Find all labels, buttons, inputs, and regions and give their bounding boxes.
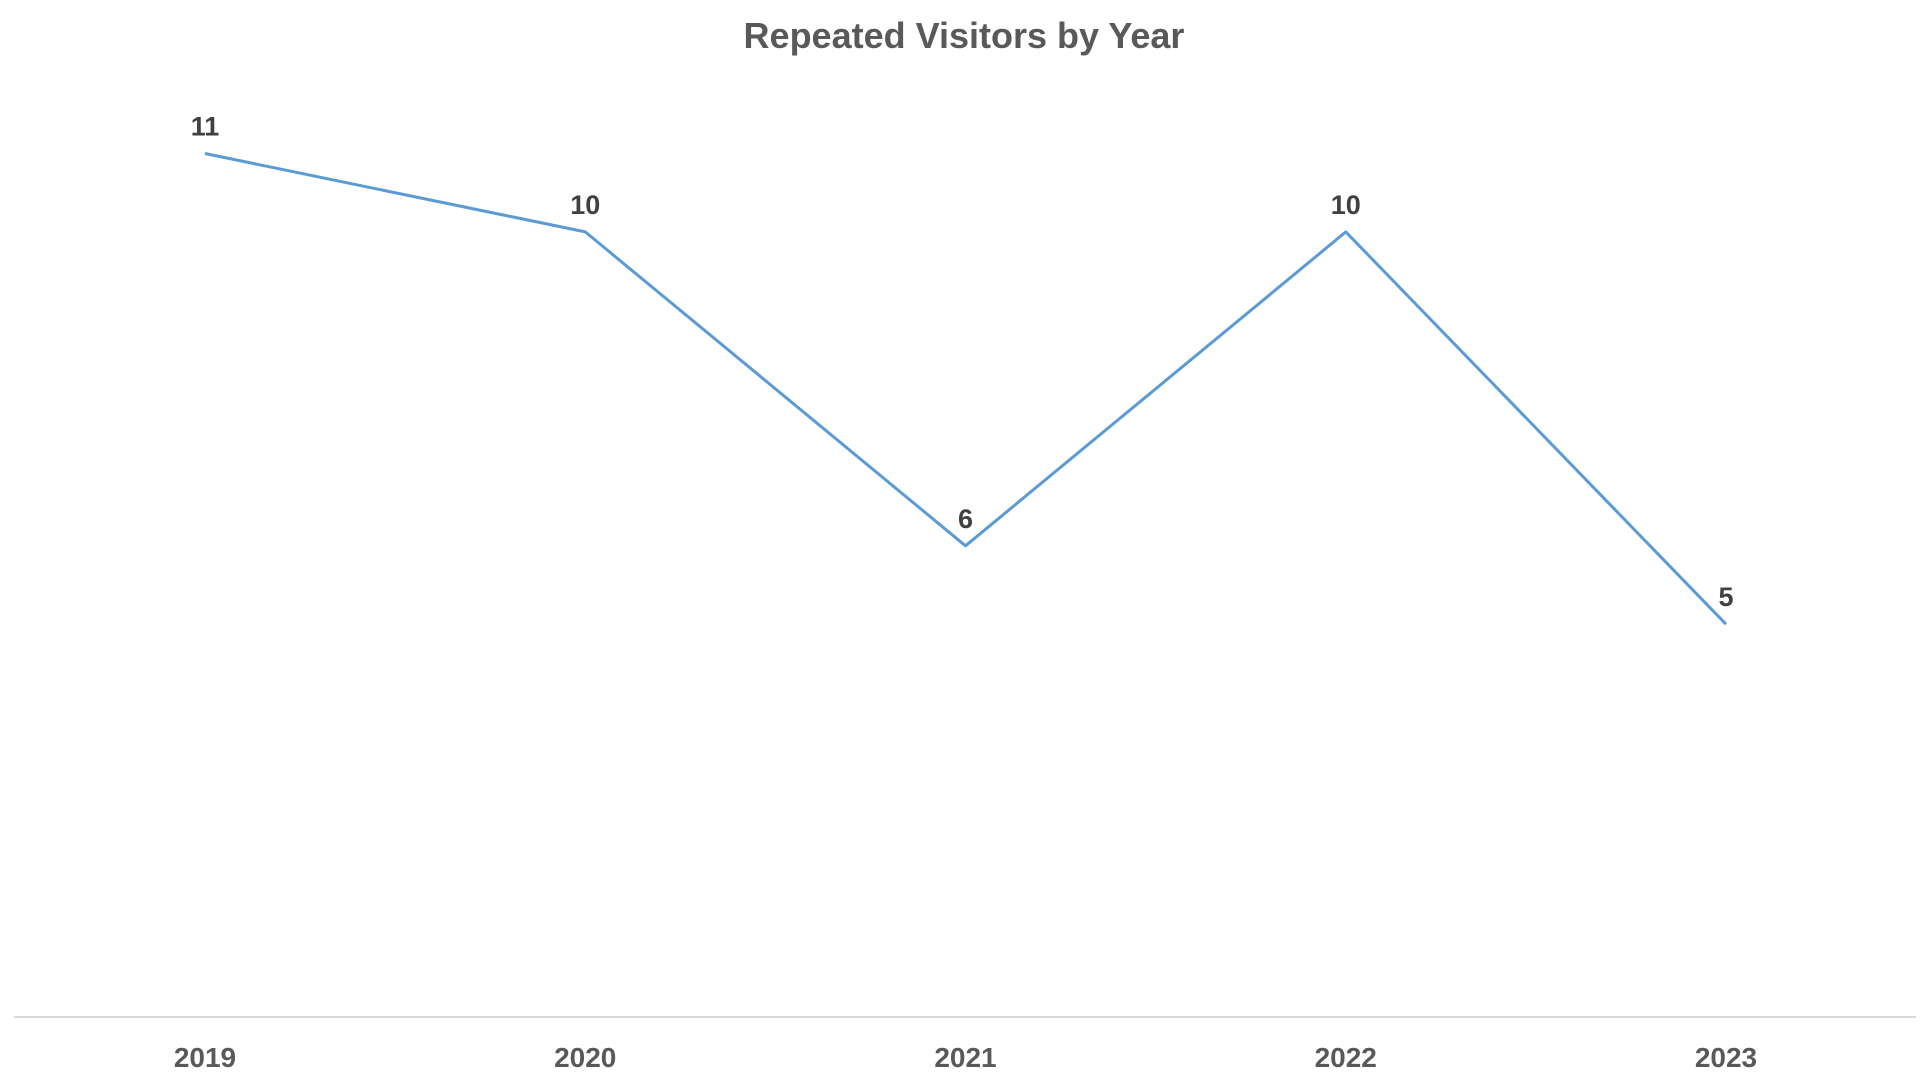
data-label: 6 (958, 504, 973, 534)
data-label: 5 (1718, 582, 1733, 612)
x-tick-label: 2021 (934, 1042, 996, 1073)
x-tick-label: 2019 (174, 1042, 236, 1073)
series-line (204, 152, 1728, 626)
data-labels: 11 10 6 10 5 (191, 111, 1734, 612)
x-tick-label: 2022 (1315, 1042, 1377, 1073)
x-axis-tick-labels: 2019 2020 2021 2022 2023 (174, 1042, 1757, 1073)
data-label: 11 (191, 111, 220, 141)
data-label: 10 (570, 190, 600, 220)
x-tick-label: 2023 (1695, 1042, 1757, 1073)
data-label: 10 (1331, 190, 1361, 220)
chart-title: Repeated Visitors by Year (744, 15, 1185, 56)
x-tick-label: 2020 (554, 1042, 616, 1073)
